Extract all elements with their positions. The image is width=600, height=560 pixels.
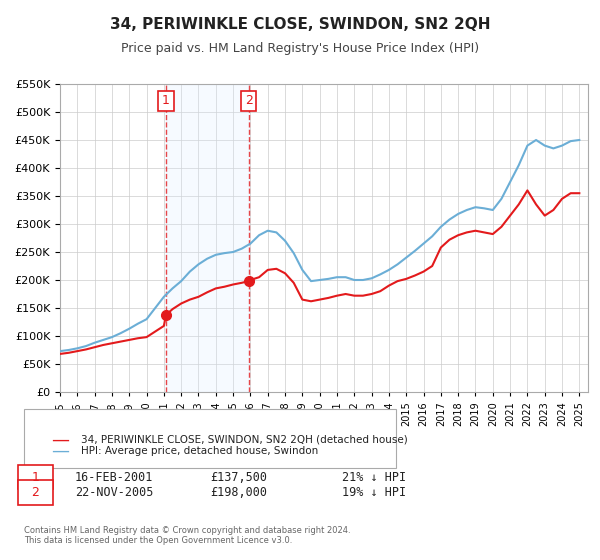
Text: —: —: [51, 442, 69, 460]
Text: £198,000: £198,000: [210, 486, 267, 500]
Text: 19% ↓ HPI: 19% ↓ HPI: [342, 486, 406, 500]
Text: 1: 1: [162, 94, 170, 108]
Text: 34, PERIWINKLE CLOSE, SWINDON, SN2 2QH (detached house): 34, PERIWINKLE CLOSE, SWINDON, SN2 2QH (…: [81, 435, 408, 445]
Text: Price paid vs. HM Land Registry's House Price Index (HPI): Price paid vs. HM Land Registry's House …: [121, 42, 479, 55]
Bar: [166, 84, 248, 392]
Text: 1: 1: [31, 470, 40, 484]
Text: 34, PERIWINKLE CLOSE, SWINDON, SN2 2QH: 34, PERIWINKLE CLOSE, SWINDON, SN2 2QH: [110, 17, 490, 32]
Text: 16-FEB-2001: 16-FEB-2001: [75, 470, 154, 484]
Text: £137,500: £137,500: [210, 470, 267, 484]
Text: 21% ↓ HPI: 21% ↓ HPI: [342, 470, 406, 484]
Text: This data is licensed under the Open Government Licence v3.0.: This data is licensed under the Open Gov…: [24, 536, 292, 545]
Text: 2: 2: [245, 94, 253, 108]
Text: —: —: [51, 431, 69, 449]
Text: HPI: Average price, detached house, Swindon: HPI: Average price, detached house, Swin…: [81, 446, 318, 456]
Text: 22-NOV-2005: 22-NOV-2005: [75, 486, 154, 500]
Text: Contains HM Land Registry data © Crown copyright and database right 2024.: Contains HM Land Registry data © Crown c…: [24, 526, 350, 535]
Text: 2: 2: [31, 486, 40, 500]
